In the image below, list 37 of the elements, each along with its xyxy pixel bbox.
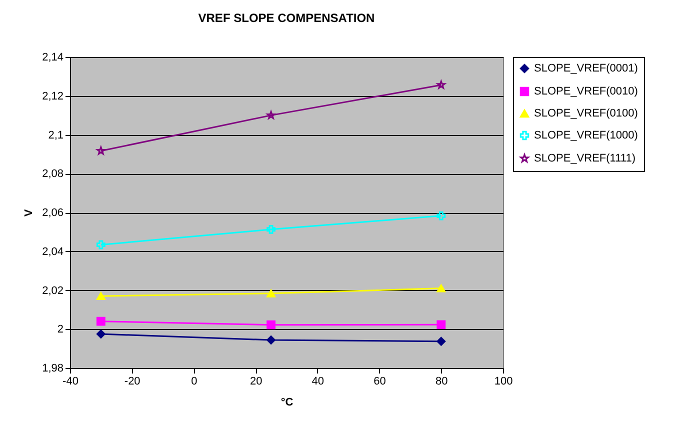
legend-label: SLOPE_VREF(0001) <box>534 62 638 74</box>
legend-label: SLOPE_VREF(0100) <box>534 108 638 120</box>
x-axis-title: °C <box>280 396 294 408</box>
x-tick-label: 0 <box>191 376 198 388</box>
x-tick-label: 80 <box>436 376 448 388</box>
y-axis-title: V <box>23 208 36 217</box>
point <box>436 284 446 292</box>
point <box>96 330 106 338</box>
y-tick-label: 2 <box>57 324 64 336</box>
x-tick-label: 20 <box>250 376 262 388</box>
y-tick-label: 2,04 <box>42 246 64 258</box>
y-tick-label: 2,06 <box>42 207 64 219</box>
y-tick-label: 1,98 <box>42 362 64 374</box>
x-tick-label: 100 <box>494 376 513 388</box>
y-tick-label: 2,14 <box>42 52 64 64</box>
point <box>266 336 276 344</box>
point <box>436 320 446 330</box>
point <box>266 289 276 298</box>
point <box>436 211 446 220</box>
x-tick-label: -20 <box>124 376 140 388</box>
x-tick-label: 40 <box>312 376 324 388</box>
point <box>266 320 276 330</box>
chart-title: VREF SLOPE COMPENSATION <box>198 11 375 25</box>
y-tick-label: 2,12 <box>42 90 64 102</box>
x-tick-label: 60 <box>374 376 386 388</box>
y-tick-label: 2,08 <box>42 168 64 180</box>
point <box>96 240 106 250</box>
legend-label: SLOPE_VREF(1111) <box>534 152 636 164</box>
point <box>436 336 446 346</box>
point <box>96 292 106 300</box>
y-tick-label: 2,02 <box>42 284 64 297</box>
x-tick-label: -40 <box>62 376 78 388</box>
point <box>96 316 106 326</box>
y-tick-label: 2,1 <box>48 129 64 142</box>
legend-label: SLOPE_VREF(1000) <box>534 130 638 142</box>
point <box>266 224 276 234</box>
legend-label: SLOPE_VREF(0010) <box>534 86 638 98</box>
